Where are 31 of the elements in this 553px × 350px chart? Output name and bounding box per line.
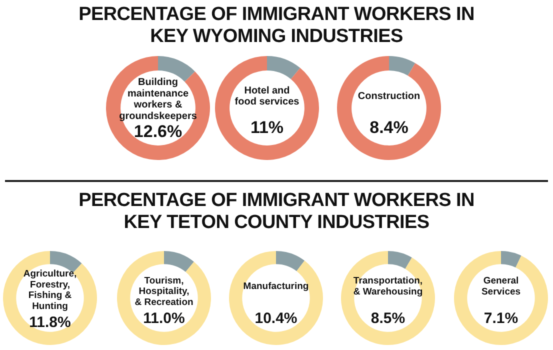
donut-slice <box>117 251 211 345</box>
text: 11.8% <box>29 314 71 331</box>
text: Manufacturing <box>243 281 309 292</box>
text: Transportation, & Warehousing <box>353 276 423 298</box>
text: PERCENTAGE OF IMMIGRANT WORKERS IN KEY TETON COUNTY INDUSTRIES <box>78 190 476 234</box>
text: PERCENTAGE OF IMMIGRANT WORKERS IN KEY WYOMING INDUSTRIES <box>78 4 476 48</box>
donut-slice <box>276 251 305 272</box>
text: 11.0% <box>143 310 185 327</box>
donut-slice <box>106 56 210 160</box>
text: General Services <box>481 276 521 298</box>
donut-slice <box>454 251 548 345</box>
donut-slice <box>501 251 522 268</box>
text: Construction <box>358 91 420 102</box>
text: 12.6% <box>134 122 182 141</box>
text: 8.4% <box>370 118 408 137</box>
text: Hotel and food services <box>234 85 300 108</box>
text: 7.1% <box>484 310 518 327</box>
text: 10.4% <box>254 310 298 327</box>
donut-slice <box>341 251 435 345</box>
donut-slice <box>229 251 323 345</box>
donut-slice <box>337 56 441 160</box>
text: 8.5% <box>370 310 406 327</box>
donut-slice <box>389 56 416 76</box>
text: Tourism, Hospitality, & Recreation <box>134 275 194 308</box>
text: 11% <box>250 118 284 137</box>
donut-slice <box>3 251 97 345</box>
donut-slice <box>267 56 300 80</box>
text: Agriculture, Forestry, Fishing & Hunting <box>23 268 77 312</box>
donut-slice <box>215 56 319 160</box>
donut-slice <box>388 251 412 269</box>
donut-slice <box>164 251 194 272</box>
